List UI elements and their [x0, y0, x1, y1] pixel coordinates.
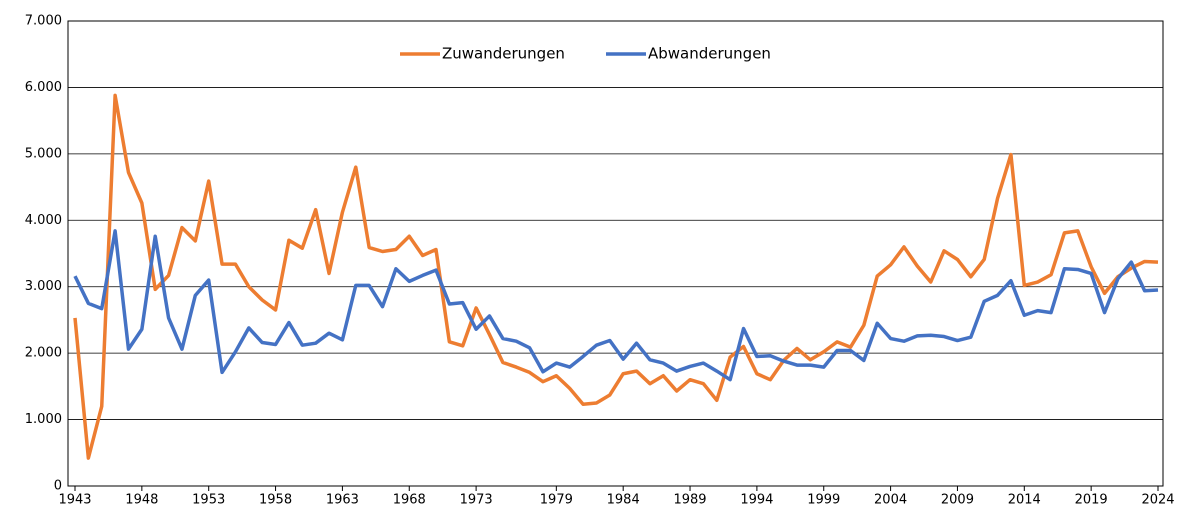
legend-label: Zuwanderungen — [442, 45, 565, 63]
x-tick-label: 2019 — [1075, 493, 1108, 508]
x-tick-label: 1979 — [540, 493, 573, 508]
y-tick-label: 4.000 — [25, 213, 62, 228]
x-tick-label: 1999 — [807, 493, 840, 508]
y-tick-label: 5.000 — [25, 146, 62, 161]
x-tick-label: 1963 — [326, 493, 359, 508]
x-tick-label: 1989 — [673, 493, 706, 508]
legend-label: Abwanderungen — [648, 45, 771, 63]
x-tick-label: 1973 — [460, 493, 493, 508]
line — [73, 93, 1159, 460]
x-tick-label: 1948 — [125, 493, 158, 508]
x-tick-label: 1958 — [259, 493, 292, 508]
y-tick-label: 7.000 — [25, 14, 62, 29]
x-tick-label: 2024 — [1141, 493, 1174, 508]
y-tick-label: 2.000 — [25, 346, 62, 361]
line — [73, 229, 1159, 382]
x-tick-label: 1943 — [58, 493, 91, 508]
y-tick-label: 3.000 — [25, 279, 62, 294]
x-tick-label: 1994 — [740, 493, 773, 508]
x-tick-label: 2009 — [941, 493, 974, 508]
x-tick-label: 1968 — [393, 493, 426, 508]
x-tick-label: 2014 — [1008, 493, 1041, 508]
y-tick-label: 1.000 — [25, 412, 62, 427]
x-tick-label: 1953 — [192, 493, 225, 508]
x-tick-label: 1984 — [607, 493, 640, 508]
y-tick-label: 0 — [54, 479, 62, 494]
x-tick-label: 2004 — [874, 493, 907, 508]
plot-frame — [67, 20, 1164, 487]
y-tick-label: 6.000 — [25, 80, 62, 95]
